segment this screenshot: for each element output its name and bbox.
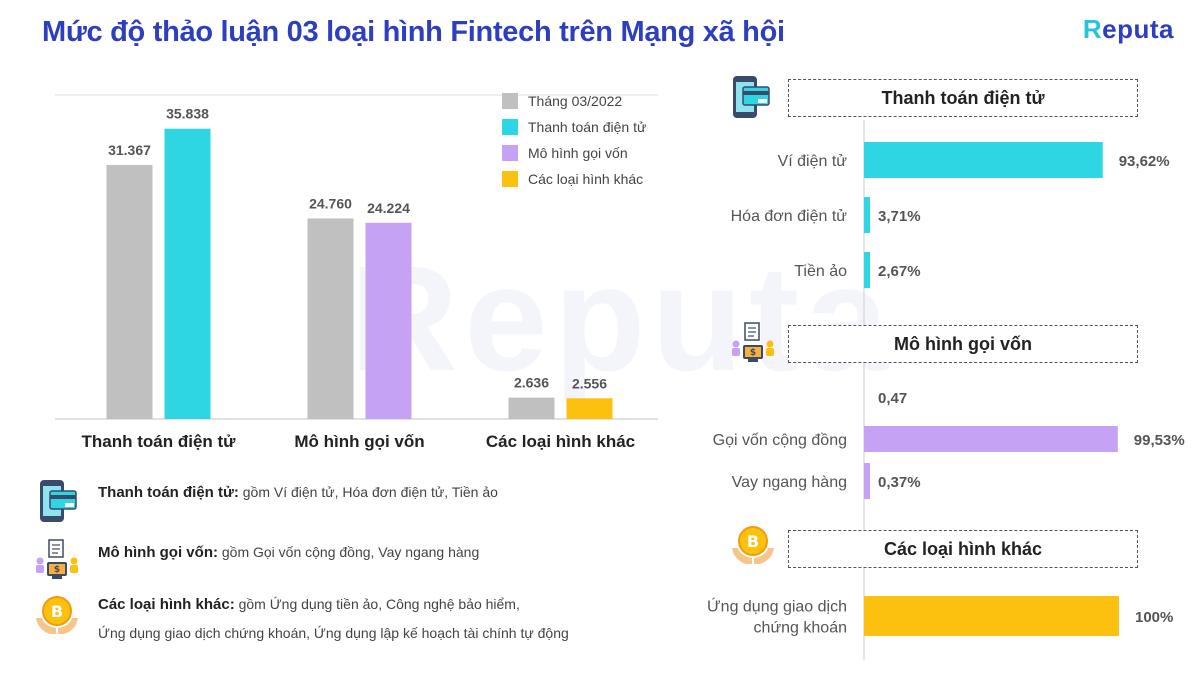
x-tick-label: Mô hình gọi vốn bbox=[294, 432, 424, 451]
legend-item: Thanh toán điện tử bbox=[502, 114, 646, 140]
breakdown-bar-charts: 93,62% Ví điện tử 3,71% Hóa đơn điện tử 2,67… bbox=[707, 120, 1185, 660]
legend-swatch bbox=[502, 145, 518, 161]
y-tick-label: Vay ngang hàng bbox=[732, 474, 847, 491]
y-tick-label: Tiền ảo bbox=[794, 263, 847, 280]
bar bbox=[566, 398, 613, 419]
note-text: Mô hình gọi vốn: gồm Gọi vốn cộng đồng, … bbox=[98, 538, 479, 567]
legend-swatch bbox=[502, 119, 518, 135]
legend-swatch bbox=[502, 171, 518, 187]
note-title: Các loại hình khác: bbox=[98, 596, 235, 613]
section-title-payment: Thanh toán điện tử bbox=[788, 79, 1138, 117]
legend-item: Các loại hình khác bbox=[502, 166, 646, 192]
main-bar-chart: 31.367 35.838 Thanh toán điện tử 24.760 24.2… bbox=[55, 94, 658, 451]
note-title: Mô hình gọi vốn: bbox=[98, 544, 218, 561]
bar bbox=[864, 197, 870, 233]
bar bbox=[164, 128, 211, 419]
chart-legend: Tháng 03/2022 Thanh toán điện tử Mô hình… bbox=[502, 88, 646, 192]
bar-value-label: 24.224 bbox=[367, 200, 410, 216]
bar-value-label: 31.367 bbox=[108, 142, 151, 158]
note-text: Thanh toán điện tử: gồm Ví điện tử, Hóa … bbox=[98, 478, 498, 507]
svg-text:$: $ bbox=[54, 565, 60, 575]
payment-phone-icon bbox=[733, 76, 770, 118]
y-tick-label: Gọi vốn cộng đồng bbox=[713, 432, 847, 449]
x-tick-label: Thanh toán điện tử bbox=[82, 432, 237, 451]
bitcoin-hands-icon: B bbox=[36, 596, 78, 634]
bar bbox=[864, 463, 870, 499]
note-funding: $ Mô hình gọi vốn: gồm Gọi vốn cộng đồng… bbox=[34, 538, 479, 584]
section-title-funding: Mô hình gọi vốn bbox=[788, 325, 1138, 363]
bitcoin-hands-icon: B bbox=[732, 526, 774, 564]
y-tick-label: Hóa đơn điện tử bbox=[731, 208, 848, 225]
bar-value-label: 0,37% bbox=[878, 474, 921, 491]
bar bbox=[307, 218, 354, 419]
payment-phone-icon bbox=[40, 480, 77, 522]
x-tick-label: Các loại hình khác bbox=[486, 432, 635, 451]
note-title: Thanh toán điện tử: bbox=[98, 484, 239, 501]
bar bbox=[864, 142, 1103, 178]
legend-item: Tháng 03/2022 bbox=[502, 88, 646, 114]
note-desc: gồm Gọi vốn cộng đồng, Vay ngang hàng bbox=[217, 544, 480, 560]
bar bbox=[864, 596, 1119, 636]
legend-label: Thanh toán điện tử bbox=[528, 119, 647, 135]
note-payment: Thanh toán điện tử: gồm Ví điện tử, Hóa … bbox=[34, 478, 498, 524]
note-desc-line2: Ứng dụng giao dịch chứng khoán, Ứng dụng… bbox=[98, 625, 569, 641]
y-tick-label: Ứng dụng giao dịch bbox=[707, 597, 847, 616]
bar-value-label: 93,62% bbox=[1119, 153, 1170, 170]
bar bbox=[864, 252, 870, 288]
legend-label: Mô hình gọi vốn bbox=[528, 145, 628, 161]
svg-text:B: B bbox=[747, 532, 759, 551]
bar-value-label: 2.556 bbox=[572, 375, 607, 391]
bar-value-label: 0,47 bbox=[878, 390, 907, 407]
crowdfunding-icon: $ bbox=[36, 539, 78, 579]
watermark: Reputa bbox=[350, 234, 895, 402]
bar bbox=[508, 397, 555, 419]
bar bbox=[365, 222, 412, 419]
svg-text:$: $ bbox=[750, 348, 756, 358]
bar-value-label: 2,67% bbox=[878, 263, 921, 280]
legend-item: Mô hình gọi vốn bbox=[502, 140, 646, 166]
bar-value-label: 2.636 bbox=[514, 375, 549, 391]
section-title-other: Các loại hình khác bbox=[788, 530, 1138, 568]
bar-value-label: 3,71% bbox=[878, 208, 921, 225]
y-tick-label: Ví điện tử bbox=[778, 153, 848, 170]
legend-label: Tháng 03/2022 bbox=[528, 93, 623, 109]
bar-value-label: 24.760 bbox=[309, 195, 352, 211]
legend-swatch bbox=[502, 93, 518, 109]
bar-value-label: 35.838 bbox=[166, 106, 209, 122]
legend-label: Các loại hình khác bbox=[528, 171, 644, 187]
bar-value-label: 100% bbox=[1135, 609, 1173, 626]
page-title: Mức độ thảo luận 03 loại hình Fintech tr… bbox=[42, 16, 785, 48]
bar bbox=[864, 426, 1118, 452]
reputa-logo: Reputa bbox=[1082, 14, 1174, 44]
crowdfunding-icon: $ bbox=[732, 322, 774, 362]
note-desc: gồm Ứng dụng tiền ảo, Công nghệ bảo hiểm… bbox=[234, 596, 520, 612]
svg-text:B: B bbox=[51, 602, 63, 621]
bar-value-label: 99,53% bbox=[1134, 432, 1185, 449]
note-text: Các loại hình khác: gồm Ứng dụng tiền ảo… bbox=[98, 590, 569, 647]
y-tick-label: chứng khoán bbox=[754, 620, 847, 637]
note-desc: gồm Ví điện tử, Hóa đơn điện tử, Tiền ảo bbox=[238, 484, 498, 500]
bar bbox=[106, 164, 153, 419]
note-other: B Các loại hình khác: gồm Ứng dụng tiền … bbox=[34, 590, 569, 647]
